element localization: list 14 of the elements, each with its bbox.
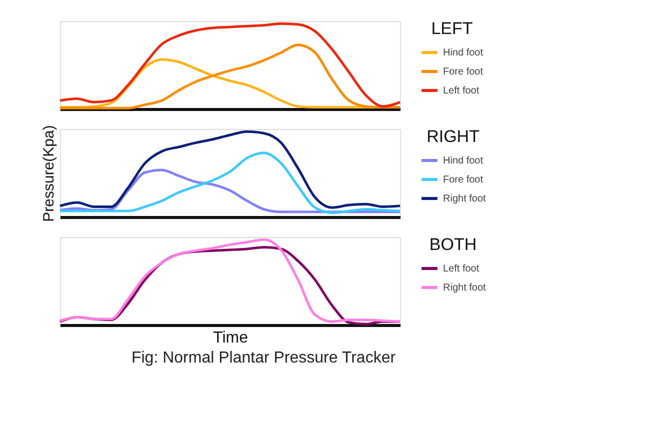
legend-label: Fore foot — [443, 66, 484, 78]
x-axis-title: Time — [213, 330, 248, 346]
legend-label: Hind foot — [443, 156, 484, 166]
legend-title: LEFT — [431, 19, 473, 38]
legend-title: RIGHT — [426, 127, 480, 146]
y-axis-title: Pressure(Kpa) — [40, 125, 58, 222]
legend-label: Right foot — [443, 194, 486, 204]
legend-label: Left foot — [443, 264, 480, 274]
legend-label: Right foot — [443, 282, 486, 294]
legend-title: BOTH — [429, 235, 477, 254]
legend-label: Hind foot — [443, 48, 484, 58]
text: Fig: Normal Plantar Pressure Tracker — [131, 350, 396, 366]
legend-label: Fore foot — [443, 174, 484, 186]
legend-label: Left foot — [443, 86, 480, 96]
